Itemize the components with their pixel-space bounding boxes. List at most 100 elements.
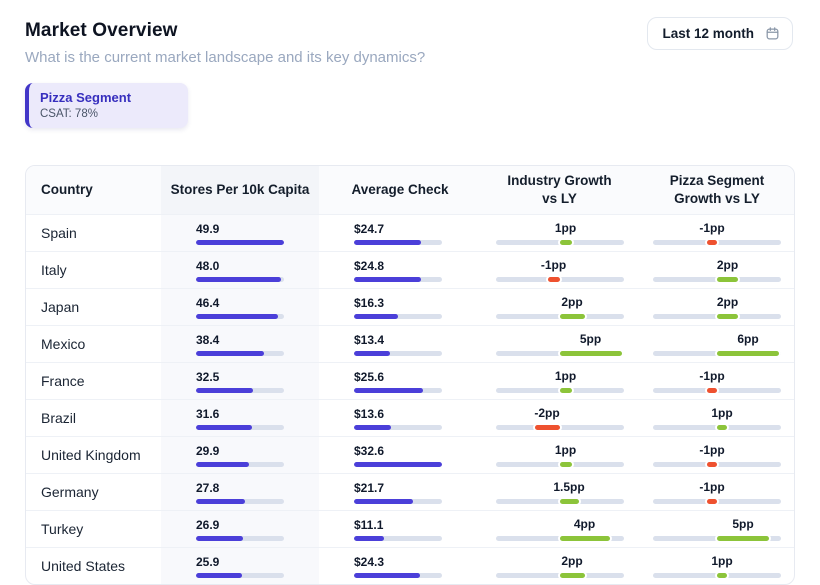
- pizza-growth-cell: 2pp: [638, 252, 794, 288]
- country-cell: United Kingdom: [41, 447, 141, 463]
- bar-fill: [196, 350, 264, 356]
- growth-bar-pill: [559, 388, 572, 393]
- table-row: Germany 27.8 $21.7 1.5pp -1pp: [26, 473, 794, 510]
- bar-track: [354, 572, 442, 578]
- bar-track: [354, 424, 442, 430]
- growth-bar: 1pp: [495, 369, 624, 393]
- growth-bar: 1.5pp: [495, 480, 624, 504]
- bar-value-label: $32.6: [354, 443, 385, 458]
- pizza-growth-cell: -1pp: [638, 215, 794, 251]
- growth-bar: 2pp: [653, 258, 781, 282]
- growth-value-label: -1pp: [699, 221, 725, 235]
- bar-value-label: 49.9: [196, 221, 220, 236]
- growth-value-label: 1pp: [554, 221, 577, 235]
- bar-value-label: $11.1: [354, 517, 384, 532]
- column-header-industry-growth-line1: Industry Growth: [507, 173, 612, 189]
- growth-bar: 1pp: [495, 221, 624, 245]
- growth-value-label: -1pp: [699, 480, 725, 494]
- bar-value-label: 27.8: [196, 480, 220, 495]
- page-title: Market Overview: [25, 20, 178, 41]
- table-row: Brazil 31.6 $13.6 -2pp 1pp: [26, 399, 794, 436]
- bar-track: [354, 387, 442, 393]
- bar-track: [196, 572, 284, 578]
- growth-bar-track: [653, 499, 781, 504]
- growth-bar: 5pp: [653, 517, 781, 541]
- value-bar: $13.6: [354, 407, 442, 430]
- column-header-pizza-growth: Pizza Segment Growth vs LY: [638, 166, 794, 214]
- value-bar: 29.9: [196, 444, 284, 467]
- table-row: Japan 46.4 $16.3 2pp 2pp: [26, 288, 794, 325]
- value-bar: $24.8: [354, 259, 442, 282]
- stores-per-10k-cell: 46.4: [161, 289, 319, 325]
- stores-per-10k-cell: 32.5: [161, 363, 319, 399]
- average-check-cell: $21.7: [319, 474, 481, 510]
- growth-bar-pill: [717, 425, 727, 430]
- growth-value-label: -2pp: [534, 406, 560, 420]
- bar-track: [196, 276, 284, 282]
- value-bar: $25.6: [354, 370, 442, 393]
- industry-growth-cell: 1.5pp: [481, 474, 638, 510]
- growth-bar-track: [495, 388, 624, 393]
- bar-fill: [354, 535, 384, 541]
- bar-fill: [196, 498, 246, 504]
- growth-value-label-row: 6pp: [653, 332, 781, 347]
- period-selector-button[interactable]: Last 12 month: [647, 17, 793, 50]
- growth-bar: 1pp: [653, 406, 781, 430]
- table-row: Turkey 26.9 $11.1 4pp 5pp: [26, 510, 794, 547]
- industry-growth-cell: 2pp: [481, 548, 638, 584]
- pizza-growth-cell: -1pp: [638, 437, 794, 473]
- table-row: United States 25.9 $24.3 2pp 1pp: [26, 547, 794, 584]
- segment-card-pizza[interactable]: Pizza Segment CSAT: 78%: [25, 83, 188, 128]
- country-cell: Turkey: [41, 521, 84, 537]
- table-header-row: Country Stores Per 10k Capita Average Ch…: [26, 166, 794, 214]
- bar-fill: [354, 498, 413, 504]
- average-check-cell: $25.6: [319, 363, 481, 399]
- bar-track: [354, 313, 442, 319]
- bar-value-label: 26.9: [196, 517, 220, 532]
- bar-track: [354, 350, 442, 356]
- bar-value-label: $16.3: [354, 295, 385, 310]
- bar-value-label: 29.9: [196, 443, 220, 458]
- bar-fill: [354, 276, 421, 282]
- pizza-growth-cell: 1pp: [638, 400, 794, 436]
- column-header-industry-growth: Industry Growth vs LY: [481, 166, 638, 214]
- table-body: Spain 49.9 $24.7 1pp -1pp Italy: [26, 214, 794, 584]
- segment-card-title: Pizza Segment: [40, 90, 132, 105]
- bar-value-label: 48.0: [196, 258, 220, 273]
- stores-per-10k-cell: 31.6: [161, 400, 319, 436]
- growth-value-label: 4pp: [573, 517, 596, 531]
- growth-bar-pill: [717, 351, 779, 356]
- column-header-stores-per-10k: Stores Per 10k Capita: [161, 166, 319, 214]
- growth-bar-pill: [707, 462, 717, 467]
- bar-value-label: 38.4: [196, 332, 220, 347]
- bar-track: [196, 387, 284, 393]
- bar-track: [354, 276, 442, 282]
- country-cell: Mexico: [41, 336, 86, 352]
- growth-value-label-row: 1pp: [496, 221, 624, 236]
- industry-growth-cell: 4pp: [481, 511, 638, 547]
- growth-bar: 6pp: [653, 332, 781, 356]
- value-bar: $24.3: [354, 555, 442, 578]
- average-check-cell: $24.7: [319, 215, 481, 251]
- bar-value-label: $25.6: [354, 369, 385, 384]
- growth-value-label-row: -1pp: [496, 258, 624, 273]
- growth-value-label: 2pp: [561, 554, 583, 568]
- bar-value-label: $13.4: [354, 332, 385, 347]
- stores-per-10k-cell: 26.9: [161, 511, 319, 547]
- value-bar: 26.9: [196, 518, 284, 541]
- growth-bar-pill: [559, 314, 585, 319]
- bar-track: [354, 461, 442, 467]
- growth-bar: -1pp: [653, 221, 781, 245]
- value-bar: $32.6: [354, 444, 442, 467]
- column-header-industry-growth-line2: vs LY: [542, 191, 577, 206]
- value-bar: 32.5: [196, 370, 284, 393]
- growth-value-label: -1pp: [699, 369, 725, 383]
- industry-growth-cell: 5pp: [481, 326, 638, 362]
- country-cell: Brazil: [41, 410, 77, 426]
- growth-bar-track: [495, 536, 624, 541]
- bar-track: [196, 461, 284, 467]
- growth-bar-track: [495, 314, 624, 319]
- growth-bar-pill: [717, 314, 738, 319]
- average-check-cell: $13.6: [319, 400, 481, 436]
- growth-bar-pill: [559, 499, 579, 504]
